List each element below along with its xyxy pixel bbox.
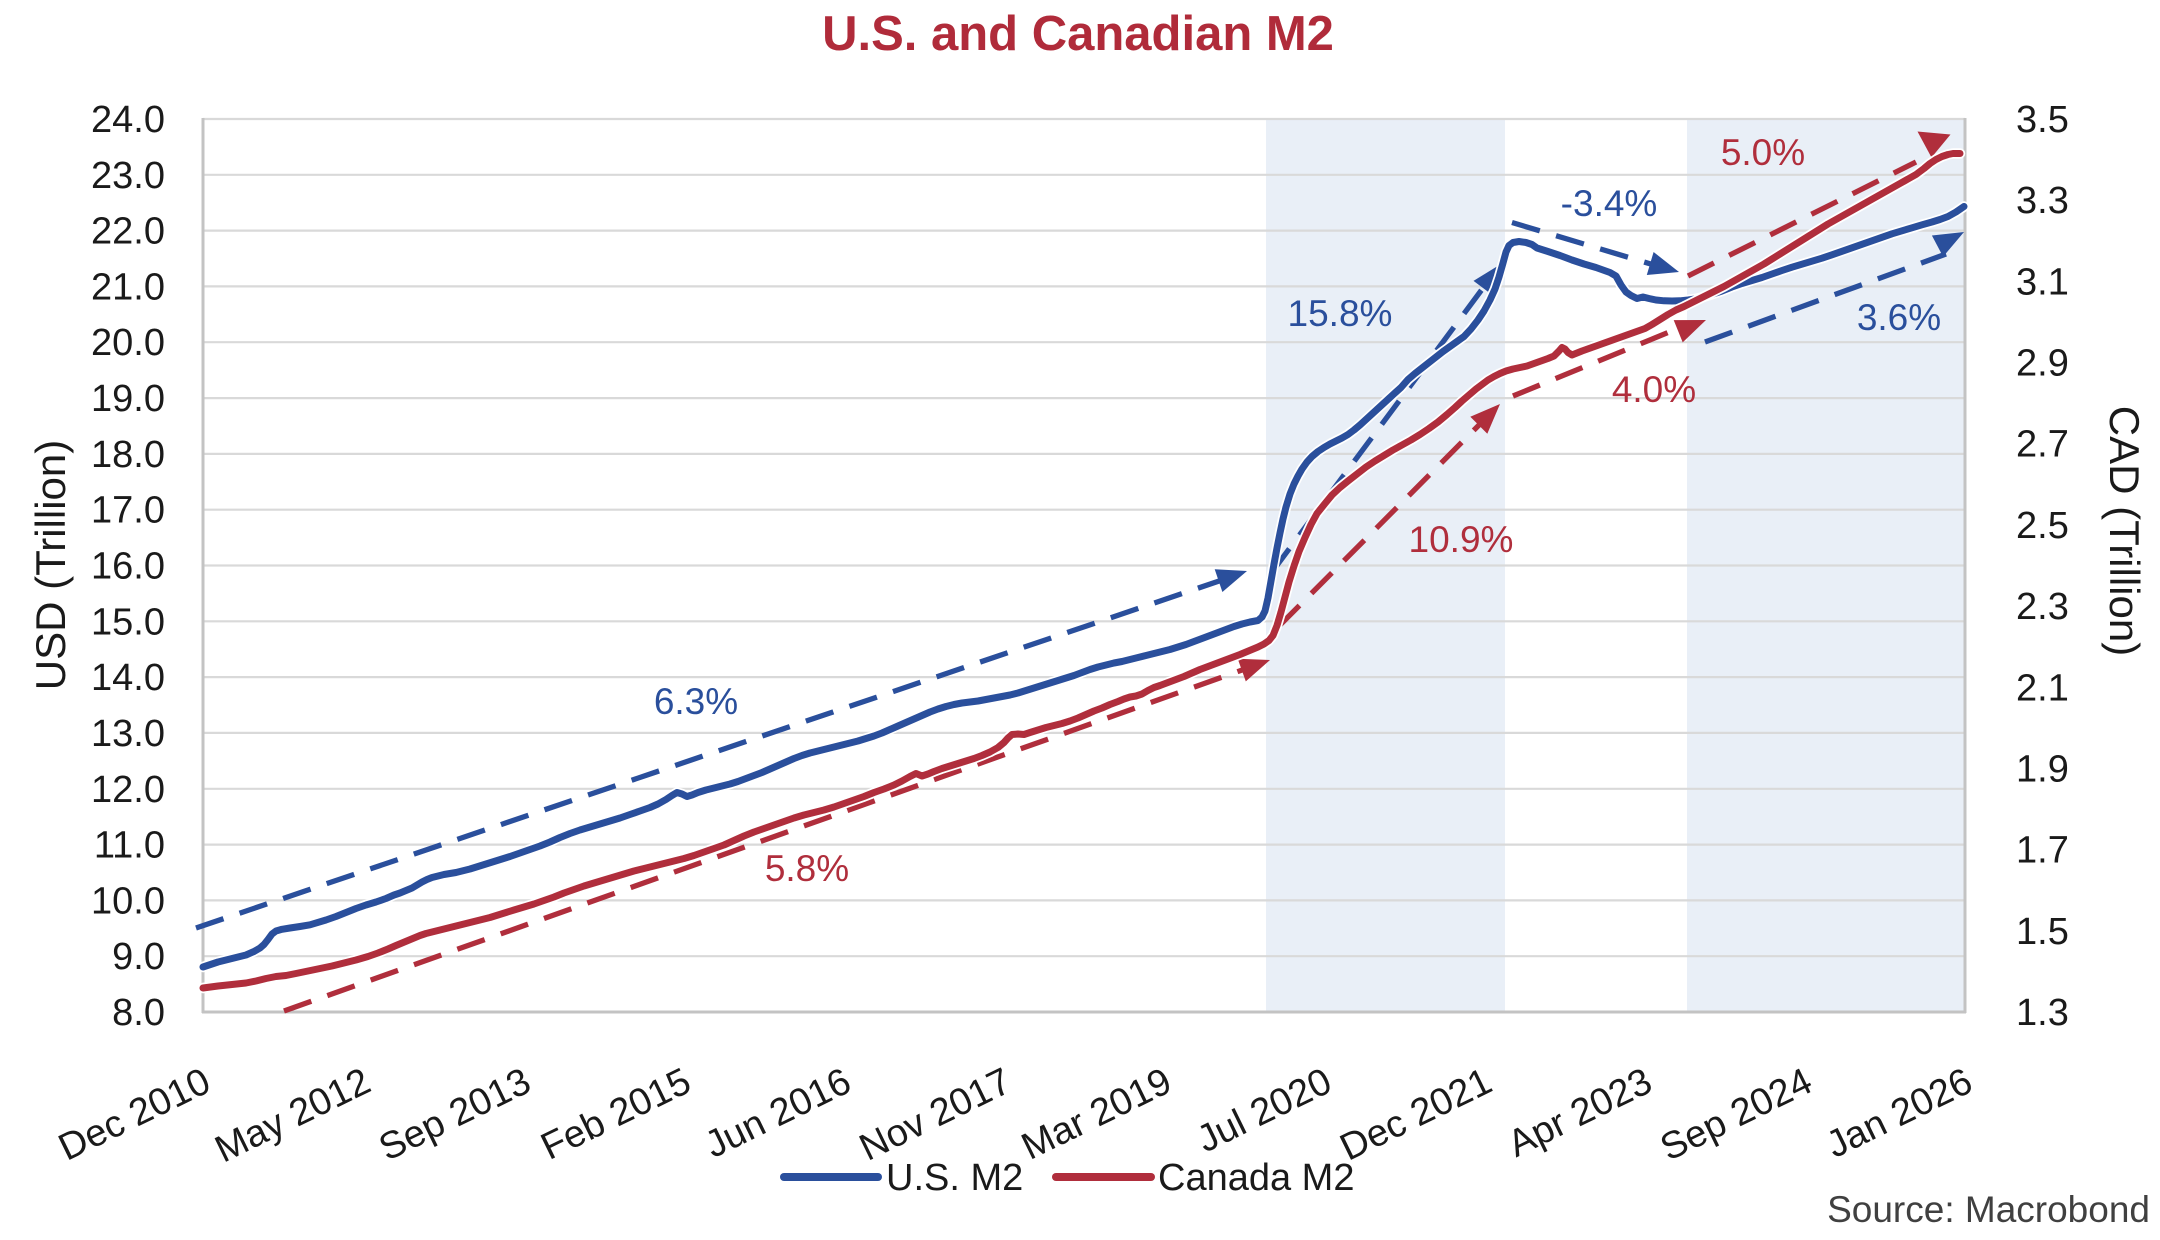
svg-text:6.3%: 6.3%: [654, 681, 738, 722]
svg-text:USD (Trillion): USD (Trillion): [27, 440, 74, 690]
svg-text:21.0: 21.0: [91, 266, 165, 308]
svg-text:4.0%: 4.0%: [1612, 369, 1696, 410]
svg-text:U.S. and Canadian M2: U.S. and Canadian M2: [822, 7, 1334, 61]
svg-text:3.3: 3.3: [2016, 180, 2069, 222]
svg-text:19.0: 19.0: [91, 378, 165, 420]
svg-text:Canada M2: Canada M2: [1158, 1157, 1354, 1199]
svg-text:15.0: 15.0: [91, 601, 165, 643]
svg-text:11.0: 11.0: [94, 825, 165, 867]
svg-text:16.0: 16.0: [91, 546, 165, 588]
svg-text:10.9%: 10.9%: [1409, 519, 1514, 560]
svg-text:23.0: 23.0: [91, 155, 165, 197]
svg-text:22.0: 22.0: [91, 211, 165, 253]
svg-text:9.0: 9.0: [112, 936, 165, 978]
svg-text:3.5: 3.5: [2016, 99, 2069, 141]
svg-text:1.9: 1.9: [2016, 749, 2069, 791]
svg-text:2.5: 2.5: [2016, 505, 2069, 547]
svg-text:15.8%: 15.8%: [1288, 293, 1393, 334]
svg-text:12.0: 12.0: [91, 769, 165, 811]
svg-text:10.0: 10.0: [91, 880, 165, 922]
svg-text:-3.4%: -3.4%: [1561, 183, 1658, 224]
svg-text:1.5: 1.5: [2016, 911, 2069, 953]
svg-text:3.1: 3.1: [2016, 261, 2069, 303]
svg-text:U.S. M2: U.S. M2: [886, 1157, 1023, 1199]
svg-text:3.6%: 3.6%: [1857, 297, 1941, 338]
svg-text:2.7: 2.7: [2016, 424, 2069, 466]
svg-text:CAD (Trillion): CAD (Trillion): [2101, 406, 2148, 656]
svg-text:5.0%: 5.0%: [1721, 132, 1805, 173]
svg-text:2.9: 2.9: [2016, 343, 2069, 385]
svg-text:13.0: 13.0: [91, 713, 165, 755]
svg-text:5.8%: 5.8%: [765, 848, 849, 889]
svg-text:8.0: 8.0: [112, 992, 165, 1034]
svg-text:2.1: 2.1: [2016, 667, 2069, 709]
svg-text:1.3: 1.3: [2016, 992, 2069, 1034]
svg-text:18.0: 18.0: [91, 434, 165, 476]
svg-text:24.0: 24.0: [91, 99, 165, 141]
svg-text:2.3: 2.3: [2016, 586, 2069, 628]
svg-text:1.7: 1.7: [2016, 830, 2069, 872]
svg-text:17.0: 17.0: [91, 490, 165, 532]
svg-text:20.0: 20.0: [91, 322, 165, 364]
svg-text:Source: Macrobond: Source: Macrobond: [1827, 1189, 2150, 1230]
svg-text:14.0: 14.0: [91, 657, 165, 699]
